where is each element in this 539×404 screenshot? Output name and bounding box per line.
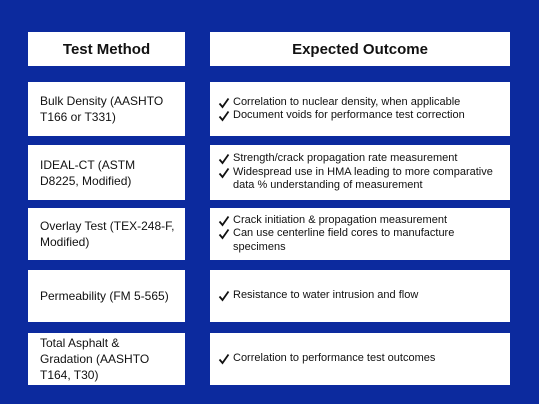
outcome-text: Crack initiation & propagation measureme… bbox=[233, 213, 448, 226]
outcome-item: Resistance to water intrusion and flow bbox=[218, 289, 418, 303]
check-icon bbox=[218, 354, 230, 365]
outcome-cell: Correlation to performance test outcomes bbox=[210, 333, 510, 385]
method-cell: Permeability (FM 5-565) bbox=[28, 270, 185, 322]
outcome-item: Document voids for performance test corr… bbox=[218, 109, 465, 123]
outcome-text: Correlation to nuclear density, when app… bbox=[233, 95, 461, 108]
outcome-item: Widespread use in HMA leading to more co… bbox=[218, 166, 502, 193]
outcome-item: Can use centerline field cores to manufa… bbox=[218, 227, 502, 254]
method-cell: Total Asphalt & Gradation (AASHTO T164, … bbox=[28, 333, 185, 385]
outcome-list: Crack initiation & propagation measureme… bbox=[218, 214, 502, 255]
outcome-text: Widespread use in HMA leading to more co… bbox=[233, 165, 493, 192]
outcome-item: Correlation to performance test outcomes bbox=[218, 352, 435, 366]
check-icon bbox=[218, 229, 230, 240]
method-cell: Bulk Density (AASHTO T166 or T331) bbox=[28, 82, 185, 136]
outcome-text: Can use centerline field cores to manufa… bbox=[233, 227, 455, 253]
method-cell: Overlay Test (TEX-248-F, Modified) bbox=[28, 208, 185, 260]
method-cell: IDEAL-CT (ASTM D8225, Modified) bbox=[28, 145, 185, 200]
outcome-cell: Strength/crack propagation rate measurem… bbox=[210, 145, 510, 200]
check-icon bbox=[218, 97, 230, 108]
outcome-text: Strength/crack propagation rate measurem… bbox=[233, 152, 458, 165]
outcome-text: Correlation to performance test outcomes bbox=[233, 352, 436, 365]
outcome-list: Correlation to performance test outcomes bbox=[218, 352, 435, 366]
check-icon bbox=[218, 215, 230, 227]
outcome-list: Correlation to nuclear density, when app… bbox=[218, 96, 465, 123]
check-icon bbox=[218, 167, 230, 179]
outcome-list: Resistance to water intrusion and flow bbox=[218, 289, 418, 303]
outcome-item: Crack initiation & propagation measureme… bbox=[218, 214, 502, 228]
outcome-item: Correlation to nuclear density, when app… bbox=[218, 96, 465, 110]
outcome-item: Strength/crack propagation rate measurem… bbox=[218, 152, 502, 166]
outcome-cell: Resistance to water intrusion and flow bbox=[210, 270, 510, 322]
check-icon bbox=[218, 154, 230, 165]
header-outcome: Expected Outcome bbox=[210, 32, 510, 66]
check-icon bbox=[218, 291, 230, 302]
check-icon bbox=[218, 110, 230, 122]
header-method: Test Method bbox=[28, 32, 185, 66]
outcome-cell: Correlation to nuclear density, when app… bbox=[210, 82, 510, 136]
outcome-cell: Crack initiation & propagation measureme… bbox=[210, 208, 510, 260]
outcome-text: Resistance to water intrusion and flow bbox=[233, 289, 419, 302]
outcome-list: Strength/crack propagation rate measurem… bbox=[218, 152, 502, 193]
outcome-text: Document voids for performance test corr… bbox=[233, 109, 465, 121]
